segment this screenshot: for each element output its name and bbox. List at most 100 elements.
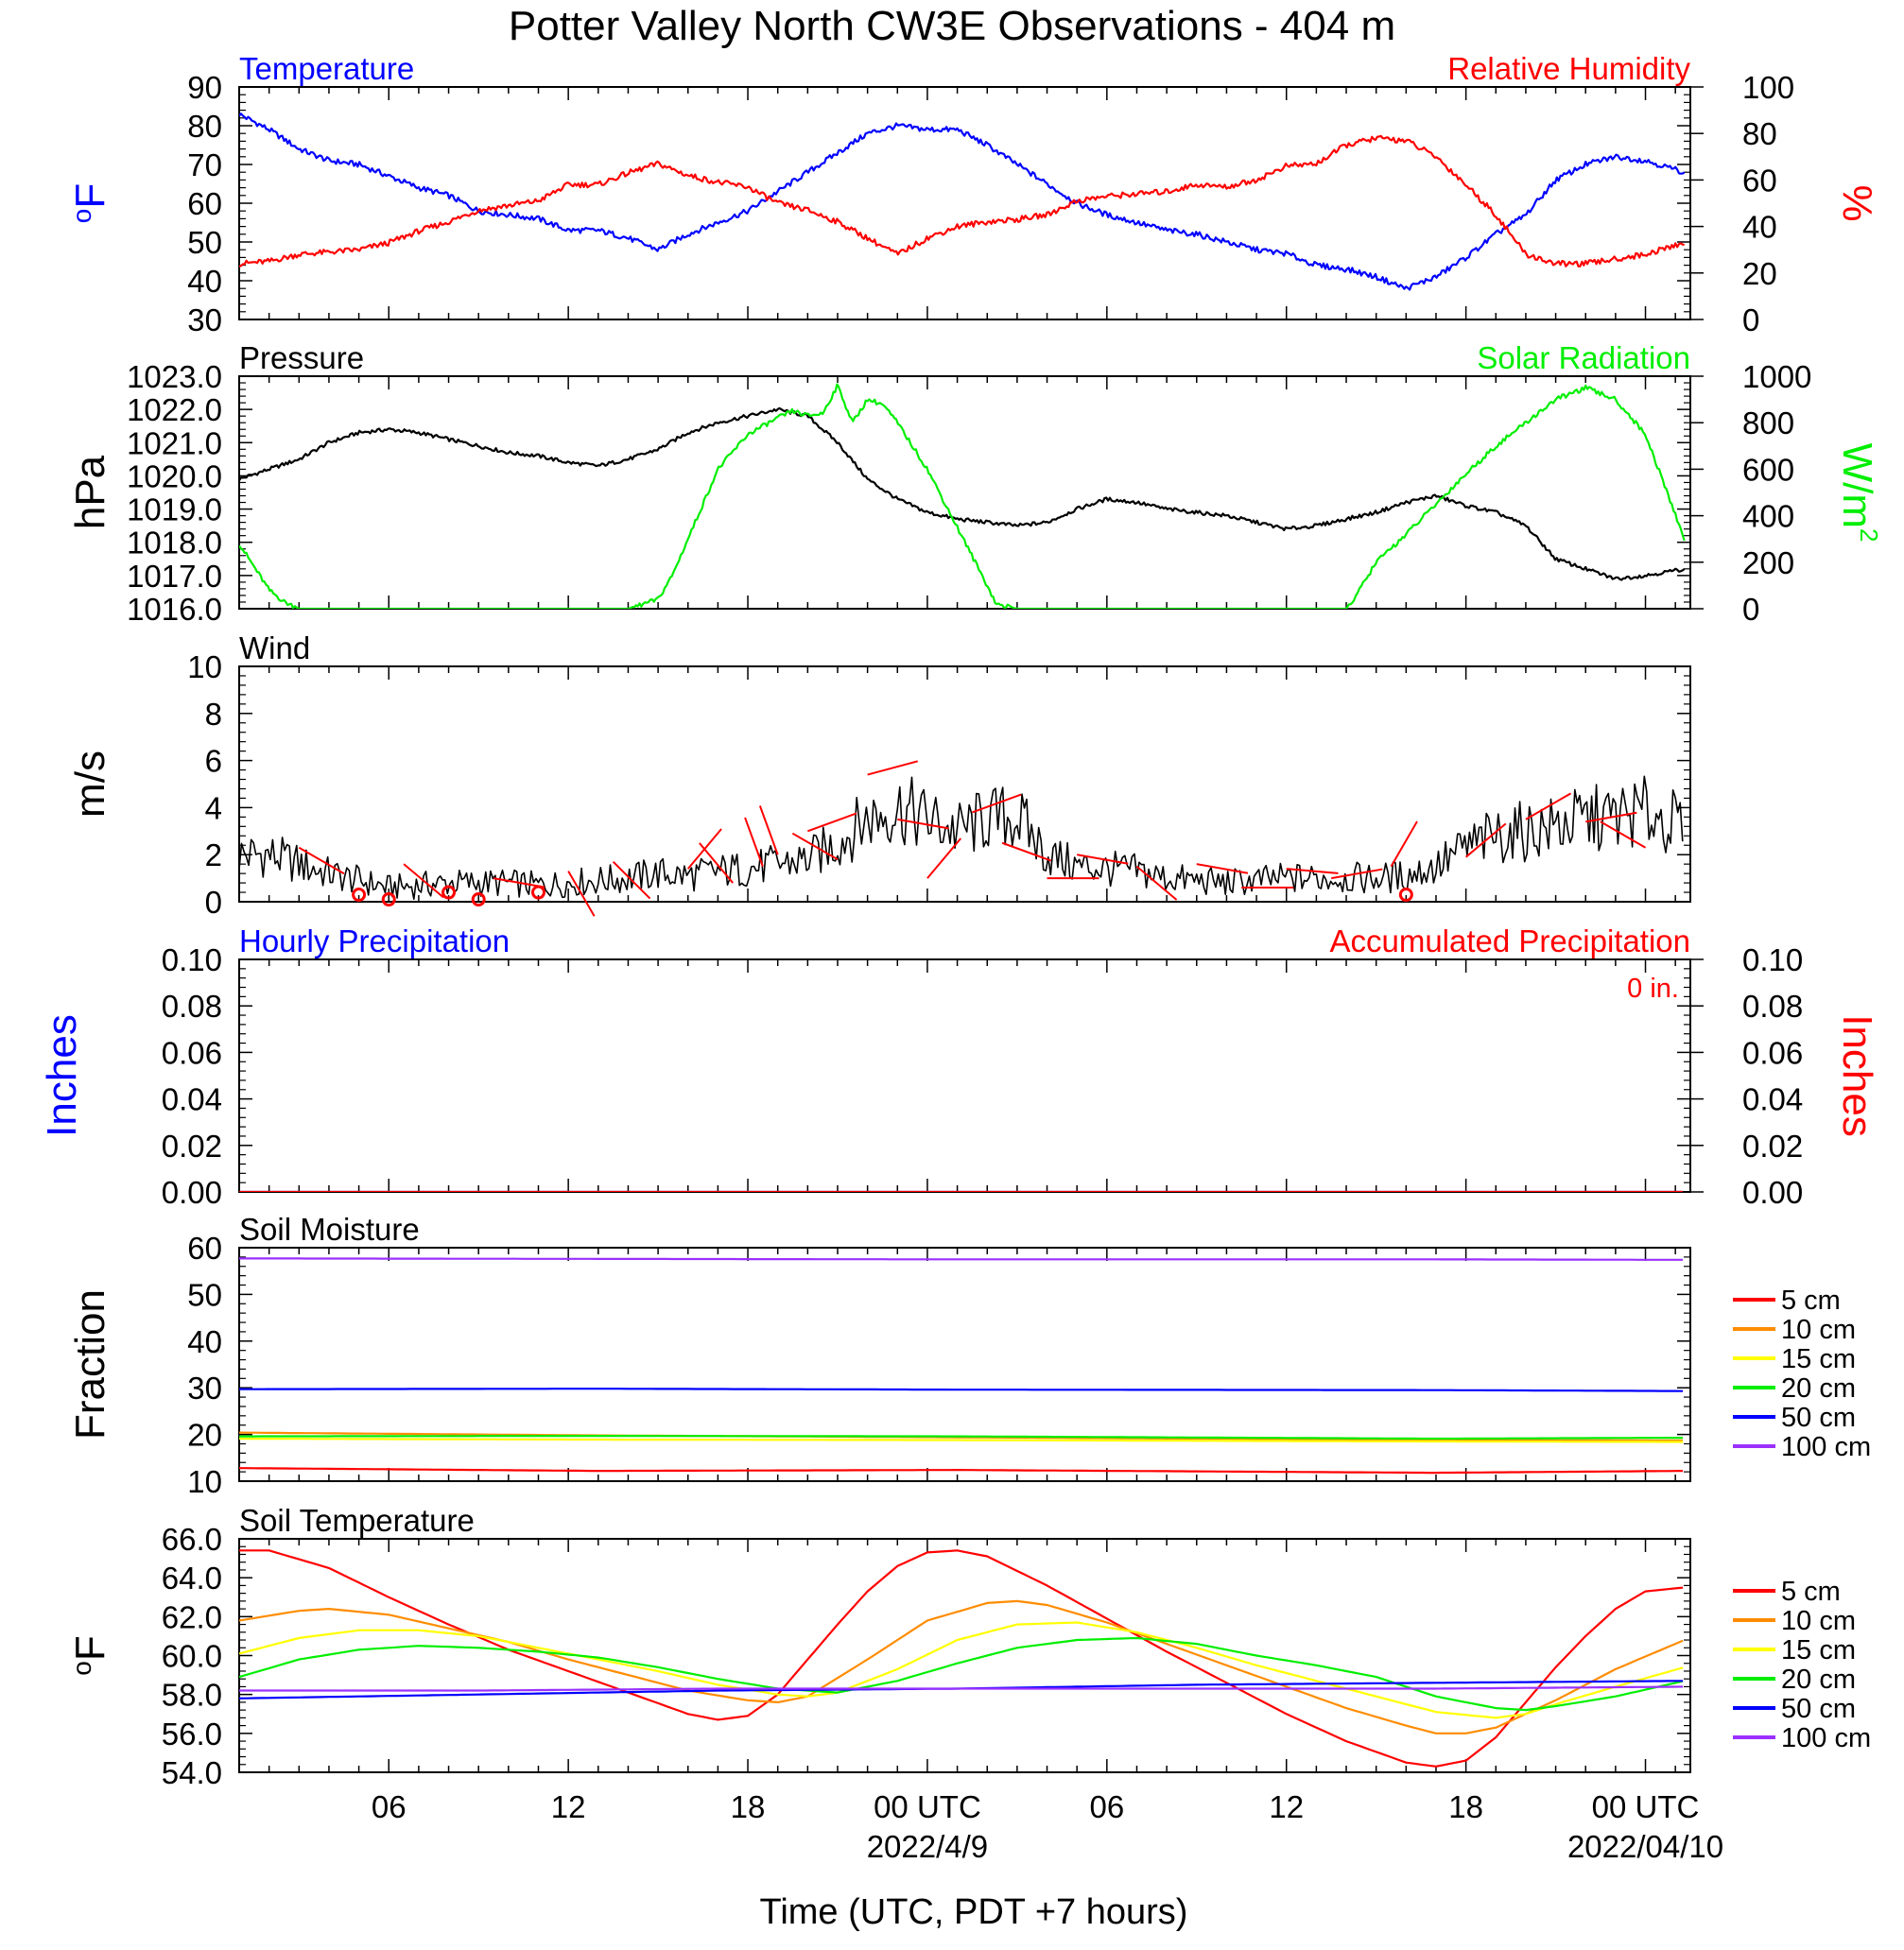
legend-label: 5 cm (1781, 1286, 1841, 1316)
wind-barb (1525, 792, 1572, 820)
y-tick-label-left: 80 (187, 109, 222, 144)
chart-title: Potter Valley North CW3E Observations - … (509, 3, 1395, 49)
calm-wind-circle (530, 885, 545, 900)
legend-label: 20 cm (1781, 1373, 1856, 1404)
y-axis-label-left: m/s (67, 751, 113, 818)
series-group (239, 112, 1686, 291)
legend-label: 100 cm (1781, 1723, 1871, 1753)
calm-wind-circle (1398, 888, 1413, 903)
plot-frame (238, 375, 1691, 610)
calm-wind-circle (471, 892, 486, 907)
series-line-15-cm (239, 1621, 1684, 1719)
wind-barb (744, 817, 764, 867)
legend-label: 10 cm (1781, 1315, 1856, 1345)
y-tick-label-right: 40 (1742, 210, 1777, 245)
y-tick-label-left: 2 (205, 837, 222, 872)
y-tick-label-right: 0.08 (1742, 989, 1803, 1024)
y-tick-label-left: 56.0 (162, 1717, 222, 1752)
y-tick-label-right: 60 (1742, 163, 1777, 198)
y-tick-label-right: 0.04 (1742, 1082, 1803, 1117)
y-tick-label-left: 1020.0 (127, 458, 222, 493)
wind-barb (298, 846, 345, 875)
y-tick-label-left: 0 (205, 885, 222, 920)
y-tick-label-left: 30 (187, 1371, 222, 1406)
legend-label: 15 cm (1781, 1635, 1856, 1665)
x-tick-label: 12 (1269, 1789, 1304, 1824)
panel-title-right: Accumulated Precipitation (1329, 923, 1690, 958)
y-tick-label-left: 66.0 (162, 1522, 222, 1557)
y-tick-label-left: 30 (187, 302, 222, 337)
wind-barb (897, 818, 949, 830)
accum-annotation: 0 in. (1627, 974, 1679, 1004)
y-axis-label-right: Inches (1834, 1014, 1880, 1137)
panel-precip: 0.00 0.02 0.04 0.06 0.08 0.10 0.00 0.02 0.04 0.06… (39, 923, 1880, 1210)
y-tick-label-left: 0.10 (162, 942, 222, 977)
y-tick-label-left: 60 (187, 1231, 222, 1266)
wind-barb (699, 842, 734, 884)
series-line-pressure (239, 406, 1686, 581)
series-line-20-cm (239, 1636, 1684, 1712)
plot-frame (238, 665, 1691, 903)
y-axis-label-left: Fraction (67, 1289, 113, 1440)
y-tick-label-left: 50 (187, 1277, 222, 1312)
x-tick-label: 00 UTC (874, 1789, 981, 1824)
y-tick-label-right: 0 (1742, 302, 1759, 337)
degree-sign: o (67, 209, 96, 224)
y-tick-label-right: 600 (1742, 452, 1794, 487)
y-tick-label-right: 0.10 (1742, 942, 1803, 977)
series-line-5-cm (239, 1467, 1684, 1475)
y-tick-label-left: 0.02 (162, 1129, 222, 1164)
calm-wind-circle (441, 885, 457, 900)
legend-label: 20 cm (1781, 1665, 1856, 1695)
x-tick-label: 12 (551, 1789, 586, 1824)
series-line-temperature (239, 112, 1686, 291)
panel-pressure-solar: 1016.01017.01018.01019.01020.01021.01022… (67, 340, 1883, 627)
wind-barb (1390, 820, 1418, 868)
legend-label: 10 cm (1781, 1606, 1856, 1636)
series-line-10-cm (239, 1599, 1684, 1734)
y-tick-label-left: 54.0 (162, 1755, 222, 1790)
y-tick-label-left: 62.0 (162, 1599, 222, 1634)
wind-barb (1600, 820, 1647, 849)
x-tick-label: 18 (731, 1789, 766, 1824)
series-group (239, 383, 1686, 609)
series-line-100-cm (239, 1257, 1684, 1261)
panel-title-left: Pressure (239, 340, 364, 375)
y-tick-label-left: 1022.0 (127, 392, 222, 427)
wind-barb (806, 812, 857, 833)
y-tick-label-left: 1016.0 (127, 592, 222, 627)
x-tick-label: 06 (1089, 1789, 1124, 1824)
unit-F: F (67, 183, 113, 209)
plot-frame (238, 1247, 1691, 1482)
y-axis-label-left: oF (67, 183, 113, 223)
panel-title-left: Soil Moisture (239, 1212, 420, 1247)
y-axis-label-left: oF (67, 1635, 113, 1675)
wind-barb (1077, 854, 1129, 865)
panel-wind: 0 2 4 6 8 10 Wind m/s (67, 630, 1691, 920)
x-date-label: 2022/4/9 (867, 1829, 988, 1864)
y-tick-label-right: 0.02 (1742, 1129, 1803, 1164)
y-tick-label-left: 60 (187, 186, 222, 221)
wind-barb (1135, 865, 1178, 901)
plot-frame (238, 86, 1691, 320)
y-tick-label-left: 1019.0 (127, 492, 222, 527)
panel-soil-moisture: 10 20 30 40 50 60 Soil Moisture Fraction 5 cm10 … (67, 1212, 1871, 1499)
y-tick-label-left: 10 (187, 1464, 222, 1499)
y-tick-label-right: 0.00 (1742, 1175, 1803, 1210)
wind-barb (612, 860, 651, 900)
y-tick-label-left: 1023.0 (127, 359, 222, 394)
wind-barb (1001, 841, 1052, 862)
series-line-wind (239, 775, 1684, 901)
time-axis: 06 12 18 00 UTC 06 12 18 00 UTC 2022/4/9 2022/04/… (372, 1789, 1723, 1864)
y-tick-label-left: 0.04 (162, 1082, 222, 1117)
y-tick-label-left: 50 (187, 225, 222, 260)
y-tick-label-left: 1018.0 (127, 526, 222, 561)
y-tick-label-right: 0 (1742, 592, 1759, 627)
legend-label: 5 cm (1781, 1577, 1841, 1607)
legend-label: 50 cm (1781, 1694, 1856, 1724)
y-tick-label-right: 1000 (1742, 359, 1811, 394)
wind-barb (972, 793, 1022, 814)
calm-wind-circle (381, 892, 396, 907)
